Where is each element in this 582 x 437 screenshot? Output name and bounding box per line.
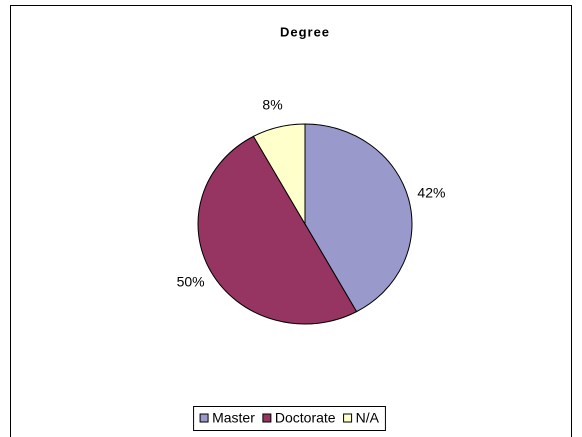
data-label: 50% (177, 273, 205, 289)
legend: Master Doctorate N/A (193, 406, 386, 431)
legend-label: Doctorate (275, 410, 336, 426)
legend-label: Master (212, 410, 255, 426)
pie: 42% 50% 8% (177, 97, 445, 325)
pie-slice (252, 123, 306, 226)
data-label: 8% (262, 97, 282, 113)
pie-slice (197, 135, 358, 325)
pie-slice (304, 123, 413, 313)
legend-swatch (343, 413, 353, 423)
legend-swatch (262, 413, 272, 423)
legend-label: N/A (356, 410, 380, 426)
data-label: 42% (417, 184, 445, 200)
legend-swatch (199, 413, 209, 423)
chart-title: Degree (280, 24, 330, 39)
legend-box (193, 406, 386, 431)
